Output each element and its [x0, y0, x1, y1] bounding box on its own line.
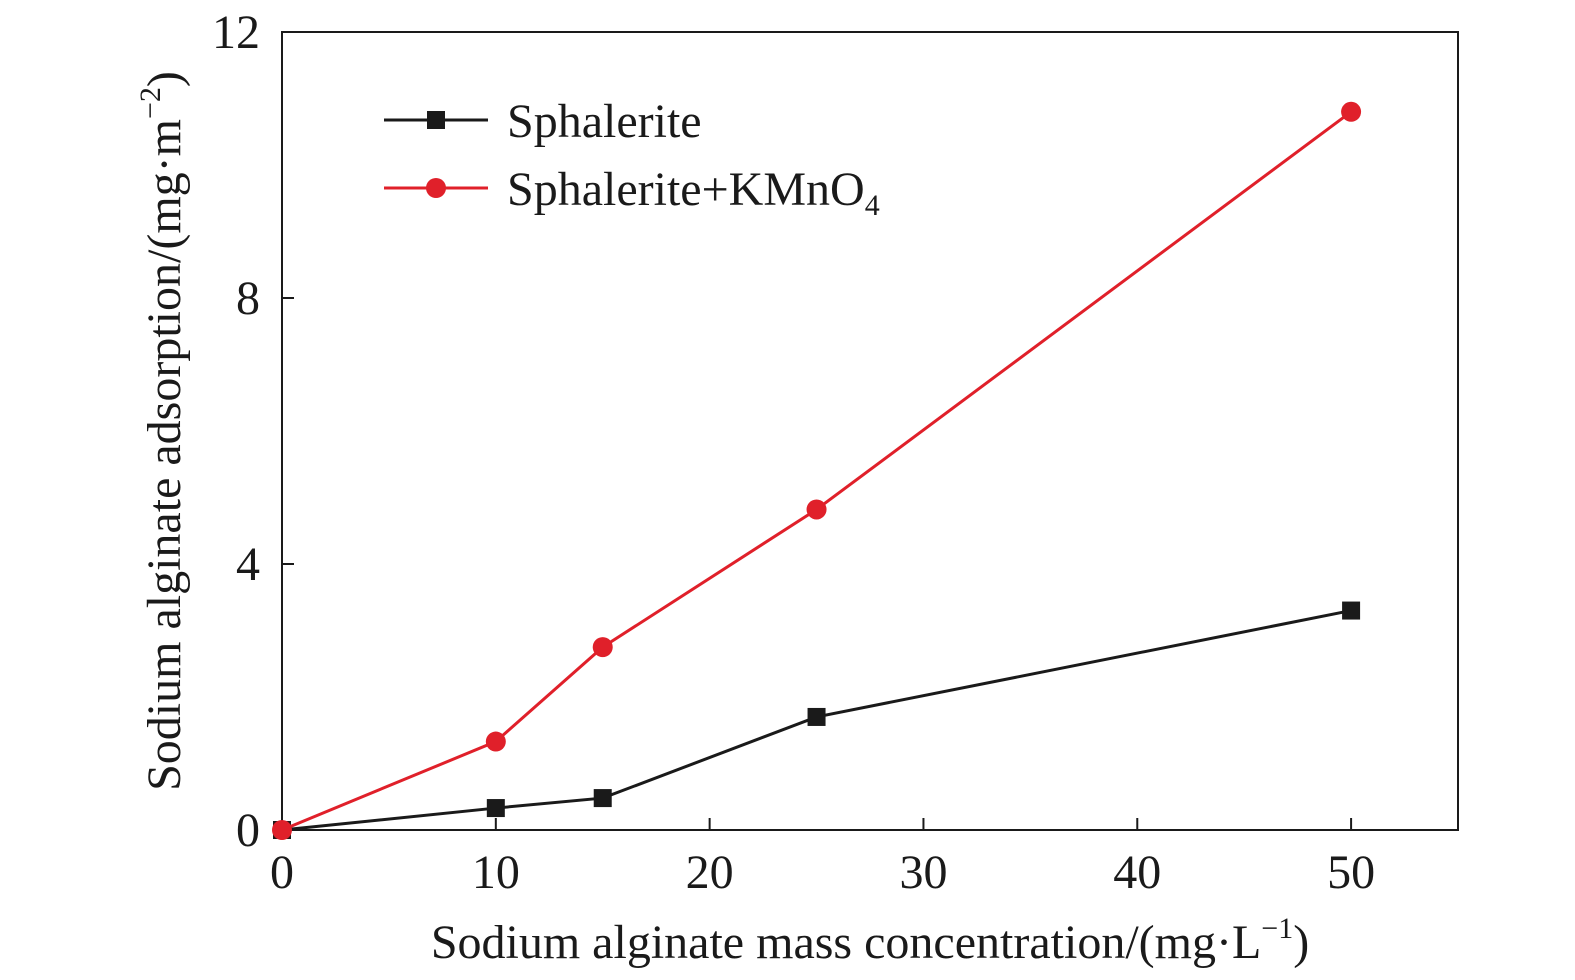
series-layer [272, 101, 1362, 840]
x-tick-label: 40 [1113, 846, 1161, 899]
legend: Sphalerite Sphalerite+KMnO4 [384, 95, 880, 222]
legend-entry: Sphalerite [384, 95, 702, 148]
y-axis-label: Sodium alginate adsorption/(mg·m−2) [134, 71, 191, 791]
x-tick-label: 20 [686, 846, 734, 899]
data-point-circle [806, 499, 827, 520]
x-axis-label-text: Sodium alginate mass concentration/(mg·L [431, 916, 1261, 969]
data-point-circle [485, 731, 506, 752]
x-axis-label-end: ) [1293, 916, 1309, 969]
data-point-square [807, 707, 826, 726]
data-point-square [593, 789, 612, 808]
y-axis-label-end: ) [138, 71, 191, 87]
data-point-circle [426, 178, 446, 198]
y-tick-label: 4 [236, 538, 260, 591]
y-axis-ticks: 0 4 8 12 [212, 6, 294, 857]
x-axis-ticks: 0 10 20 30 40 50 [270, 818, 1375, 899]
y-tick-label: 12 [212, 6, 260, 59]
y-tick-label: 8 [236, 272, 260, 325]
data-point-circle [1341, 101, 1362, 122]
data-point-square [1342, 601, 1361, 620]
plot-frame [281, 31, 1459, 831]
y-axis-label-sup: −2 [134, 87, 167, 119]
series-circle [272, 101, 1362, 840]
data-point-square [427, 111, 445, 129]
x-tick-label: 0 [270, 846, 294, 899]
legend-label-subscript: 4 [865, 189, 880, 222]
legend-label: Sphalerite [507, 95, 702, 148]
x-axis-label: Sodium alginate mass concentration/(mg·L… [431, 912, 1309, 969]
legend-label-text: Sphalerite+KMnO [507, 163, 865, 216]
legend-label-text: Sphalerite [507, 95, 702, 148]
legend-entry: Sphalerite+KMnO4 [384, 163, 880, 222]
y-tick-label: 0 [236, 804, 260, 857]
x-tick-label: 30 [899, 846, 947, 899]
series-square [273, 601, 1361, 839]
data-point-circle [272, 820, 292, 840]
y-axis-label-text: Sodium alginate adsorption/(mg·m [138, 119, 191, 791]
x-tick-label: 50 [1327, 846, 1375, 899]
x-axis-label-sup: −1 [1261, 912, 1293, 945]
data-point-circle [592, 637, 613, 658]
legend-label: Sphalerite+KMnO4 [507, 163, 880, 222]
data-point-square [486, 799, 505, 818]
x-tick-label: 10 [472, 846, 520, 899]
